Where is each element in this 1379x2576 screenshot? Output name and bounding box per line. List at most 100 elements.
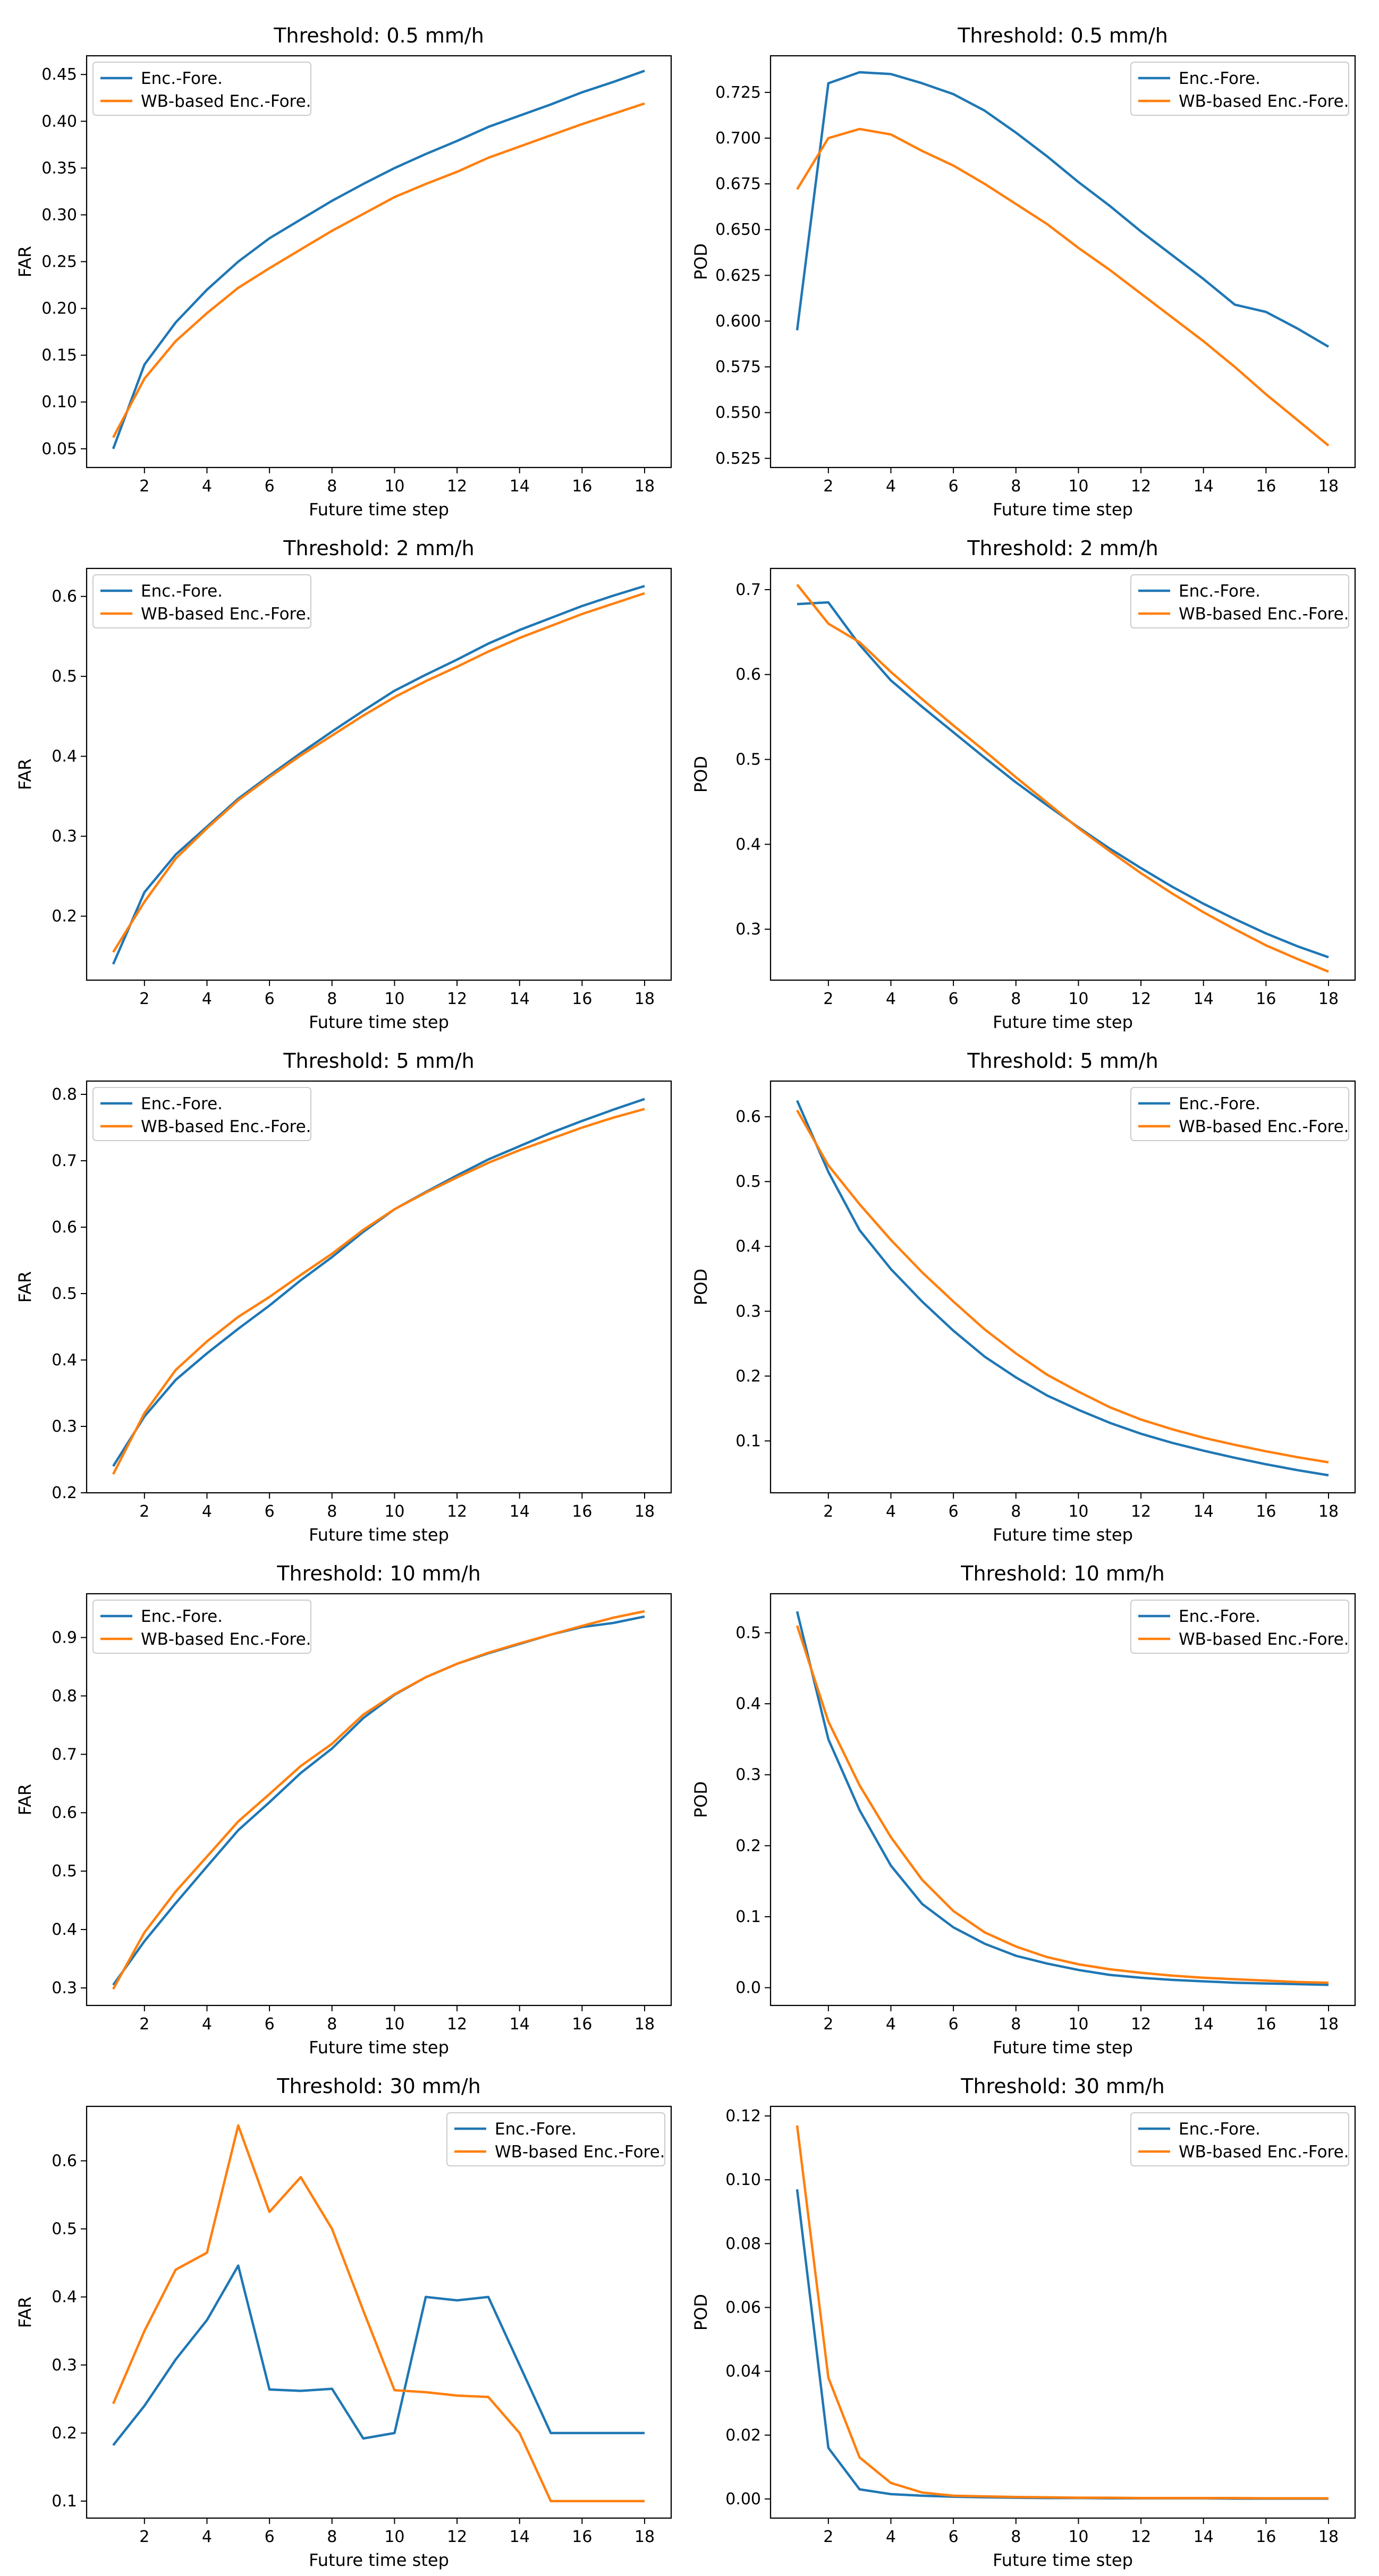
legend-entry-label: WB-based Enc.-Fore. bbox=[141, 605, 311, 624]
series-line-wb-based bbox=[112, 592, 645, 953]
legend-entry-label: Enc.-Fore. bbox=[141, 69, 223, 88]
chart-panel-4: Threshold: 2 mm/h 2 4 6 8 10 12 14 16 18 0.3 0.4 0.5… bbox=[691, 537, 1356, 1032]
y-tick-label: 0.1 bbox=[52, 2492, 77, 2511]
x-tick-label: 18 bbox=[1318, 477, 1339, 496]
y-tick-label: 0.45 bbox=[41, 65, 77, 84]
x-tick-label: 14 bbox=[510, 990, 530, 1008]
y-tick-label: 0.06 bbox=[725, 2298, 761, 2317]
x-tick-label: 14 bbox=[510, 2015, 530, 2034]
x-axis-label: Future time step bbox=[309, 2550, 449, 2570]
x-tick-label: 6 bbox=[949, 2015, 959, 2034]
legend-entry-label: Enc.-Fore. bbox=[1179, 69, 1260, 88]
x-axis-label: Future time step bbox=[309, 1012, 449, 1032]
legend-entry-label: WB-based Enc.-Fore. bbox=[1179, 2143, 1349, 2162]
y-axis-label: POD bbox=[691, 756, 711, 793]
y-tick-label: 0.15 bbox=[41, 346, 77, 365]
x-tick-label: 14 bbox=[510, 2528, 530, 2546]
plot-frame bbox=[86, 2105, 672, 2519]
x-tick-label: 2 bbox=[139, 990, 149, 1008]
x-tick-label: 16 bbox=[1256, 990, 1276, 1008]
x-tick-label: 4 bbox=[202, 1502, 212, 1521]
y-tick-label: 0.10 bbox=[41, 393, 77, 412]
x-tick-label: 4 bbox=[886, 1502, 896, 1521]
series-line-enc-fore bbox=[112, 584, 645, 965]
plot-frame bbox=[769, 2105, 1356, 2519]
y-axis-label: FAR bbox=[15, 1271, 35, 1303]
x-tick-label: 16 bbox=[572, 990, 592, 1008]
x-tick-label: 12 bbox=[447, 477, 467, 496]
x-tick-label: 10 bbox=[1068, 2528, 1088, 2546]
legend-entry-label: WB-based Enc.-Fore. bbox=[1179, 605, 1349, 624]
legend-entry-label: Enc.-Fore. bbox=[1179, 1094, 1260, 1113]
x-tick-label: 8 bbox=[327, 2015, 337, 2034]
y-tick-label: 0.7 bbox=[735, 581, 761, 599]
x-tick-label: 10 bbox=[384, 990, 404, 1008]
y-tick-label: 0.6 bbox=[735, 1108, 761, 1126]
y-tick-label: 0.8 bbox=[52, 1085, 77, 1104]
y-tick-label: 0.9 bbox=[52, 1628, 77, 1647]
x-tick-label: 12 bbox=[1131, 1502, 1151, 1521]
legend-entry-label: Enc.-Fore. bbox=[141, 1094, 223, 1113]
plot-frame bbox=[769, 567, 1356, 981]
y-tick-label: 0.05 bbox=[41, 440, 77, 458]
y-tick-label: 0.2 bbox=[52, 1484, 77, 1502]
x-tick-label: 10 bbox=[384, 477, 404, 496]
series-line-enc-fore bbox=[112, 70, 645, 449]
y-tick-label: 0.6 bbox=[52, 2152, 77, 2170]
x-tick-label: 8 bbox=[327, 1502, 337, 1521]
y-tick-label: 0.00 bbox=[725, 2490, 761, 2509]
plot-frame bbox=[769, 1593, 1356, 2007]
chart-title: Threshold: 10 mm/h bbox=[960, 1562, 1165, 1585]
x-tick-label: 14 bbox=[1194, 990, 1214, 1008]
x-tick-label: 4 bbox=[886, 990, 896, 1008]
x-tick-label: 10 bbox=[384, 2528, 404, 2546]
x-tick-label: 2 bbox=[823, 990, 833, 1008]
x-tick-label: 6 bbox=[949, 990, 959, 1008]
y-axis-label: FAR bbox=[15, 1784, 35, 1816]
legend-box bbox=[92, 1600, 311, 1654]
x-tick-label: 8 bbox=[1011, 477, 1021, 496]
series-line-wb-based bbox=[112, 1610, 645, 1990]
legend-box bbox=[1130, 1600, 1349, 1654]
x-tick-label: 6 bbox=[265, 2528, 275, 2546]
y-tick-label: 0.6 bbox=[52, 1804, 77, 1822]
chart-panel-6: Threshold: 5 mm/h 2 4 6 8 10 12 14 16 18 0.1 0.2 0.3… bbox=[691, 1049, 1356, 1545]
legend-entry-label: Enc.-Fore. bbox=[141, 582, 223, 601]
legend-box bbox=[1130, 2112, 1349, 2166]
x-tick-label: 10 bbox=[384, 2015, 404, 2034]
x-tick-label: 2 bbox=[139, 2015, 149, 2034]
x-tick-label: 10 bbox=[1068, 2015, 1088, 2034]
x-tick-label: 4 bbox=[202, 477, 212, 496]
x-tick-label: 18 bbox=[1318, 2015, 1339, 2034]
x-axis-label: Future time step bbox=[309, 499, 449, 520]
plot-frame bbox=[86, 55, 672, 469]
y-tick-label: 0.2 bbox=[735, 1837, 761, 1855]
series-line-enc-fore bbox=[796, 71, 1330, 348]
y-tick-label: 0.6 bbox=[735, 666, 761, 684]
y-tick-label: 0.0 bbox=[735, 1979, 761, 1997]
y-tick-label: 0.20 bbox=[41, 300, 77, 318]
y-tick-label: 0.4 bbox=[735, 1237, 761, 1256]
x-axis-label: Future time step bbox=[309, 1525, 449, 1545]
y-tick-label: 0.3 bbox=[52, 827, 77, 846]
x-tick-label: 16 bbox=[572, 477, 592, 496]
legend-entry-label: WB-based Enc.-Fore. bbox=[141, 1630, 311, 1649]
legend-box bbox=[92, 574, 311, 628]
series-line-wb-based bbox=[796, 2125, 1329, 2500]
legend-entry-label: WB-based Enc.-Fore. bbox=[1179, 1630, 1349, 1649]
y-tick-label: 0.3 bbox=[735, 920, 761, 939]
y-axis-label: POD bbox=[691, 1781, 711, 1818]
y-tick-label: 0.575 bbox=[715, 358, 761, 377]
legend-entry-label: Enc.-Fore. bbox=[141, 1607, 223, 1626]
legend: Enc.-Fore. WB-based Enc.-Fore. bbox=[1130, 1087, 1349, 1141]
x-tick-label: 12 bbox=[447, 1502, 467, 1521]
y-tick-label: 0.3 bbox=[52, 1979, 77, 1997]
y-tick-label: 0.525 bbox=[715, 449, 761, 468]
chart-panel-8: Threshold: 10 mm/h 2 4 6 8 10 12 14 16 18 0.0 0.1 0.… bbox=[691, 1562, 1356, 2058]
x-axis-label: Future time step bbox=[993, 2550, 1133, 2570]
x-tick-label: 4 bbox=[202, 2015, 212, 2034]
legend: Enc.-Fore. WB-based Enc.-Fore. bbox=[92, 1087, 311, 1141]
y-tick-label: 0.5 bbox=[735, 1623, 761, 1642]
legend-box bbox=[1130, 1087, 1349, 1141]
